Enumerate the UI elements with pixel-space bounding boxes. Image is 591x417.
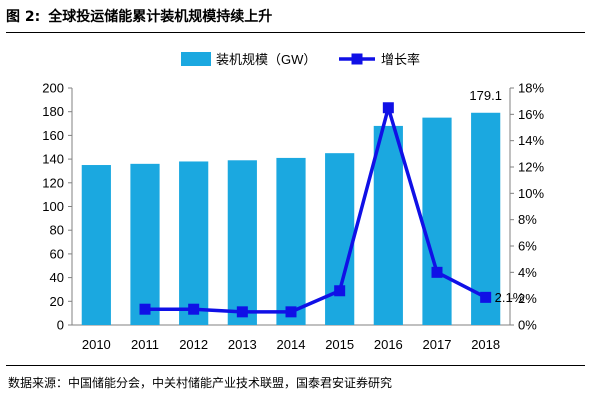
bar (227, 160, 257, 325)
x-tick-label: 2013 (228, 337, 257, 352)
bar (373, 125, 403, 325)
y-tick-label-right: 4% (518, 265, 537, 280)
figure-title-text: 全球投运储能累计装机规模持续上升 (48, 9, 273, 25)
y-tick-label-left: 160 (42, 128, 64, 143)
y-tick-label-left: 0 (57, 318, 64, 333)
x-tick-label: 2015 (325, 337, 354, 352)
growth-marker (334, 285, 346, 297)
y-tick-label-left: 200 (42, 81, 64, 96)
y-tick-label-left: 20 (50, 294, 64, 309)
growth-marker (480, 291, 492, 303)
title-rule (6, 32, 585, 33)
legend-label-bar: 装机规模（GW） (216, 52, 316, 67)
source-note: 数据来源：中国储能分会，中关村储能产业技术联盟，国泰君安证券研究 (8, 376, 393, 390)
growth-marker (285, 306, 297, 318)
x-tick-label: 2010 (82, 337, 111, 352)
bar (179, 161, 209, 325)
source-rule (6, 365, 585, 366)
growth-marker (236, 306, 248, 318)
x-tick-label: 2011 (131, 337, 159, 352)
y-tick-label-right: 12% (518, 160, 544, 175)
data-label: 2.1% (495, 290, 525, 305)
bar (422, 117, 452, 325)
y-tick-label-left: 80 (50, 223, 64, 238)
x-tick-label: 2017 (423, 337, 452, 352)
growth-marker (431, 266, 443, 278)
y-tick-label-left: 60 (50, 246, 64, 261)
legend-label-line: 增长率 (381, 52, 420, 67)
y-tick-label-left: 100 (42, 199, 64, 214)
bar (81, 165, 111, 325)
x-tick-label: 2018 (471, 337, 500, 352)
y-tick-label-right: 2% (518, 291, 537, 306)
y-tick-label-left: 140 (42, 152, 64, 167)
y-tick-label-right: 8% (518, 212, 537, 227)
bar (325, 153, 355, 325)
legend-swatch-marker (351, 53, 363, 65)
bar (276, 157, 306, 325)
y-tick-label-left: 120 (42, 175, 64, 190)
y-tick-label-right: 6% (518, 239, 537, 254)
y-tick-label-right: 10% (518, 186, 544, 201)
figure-title: 图 2: 全球投运储能累计装机规模持续上升 (6, 6, 272, 26)
y-tick-label-left: 180 (42, 104, 64, 119)
growth-marker (188, 303, 200, 315)
x-tick-label: 2016 (374, 337, 403, 352)
y-tick-label-left: 40 (50, 270, 64, 285)
figure-label: 图 2: (6, 9, 41, 25)
growth-marker (382, 102, 394, 114)
legend-swatch-bar (181, 52, 211, 66)
bar (471, 112, 501, 325)
x-tick-label: 2012 (179, 337, 208, 352)
growth-marker (139, 303, 151, 315)
x-tick-label: 2014 (277, 337, 306, 352)
y-tick-label-right: 14% (518, 133, 544, 148)
y-tick-label-right: 0% (518, 318, 537, 333)
growth-line (145, 106, 487, 314)
bar (130, 163, 160, 325)
y-tick-label-right: 16% (518, 107, 544, 122)
y-tick-label-right: 18% (518, 81, 544, 96)
data-label: 179.1 (469, 88, 502, 103)
